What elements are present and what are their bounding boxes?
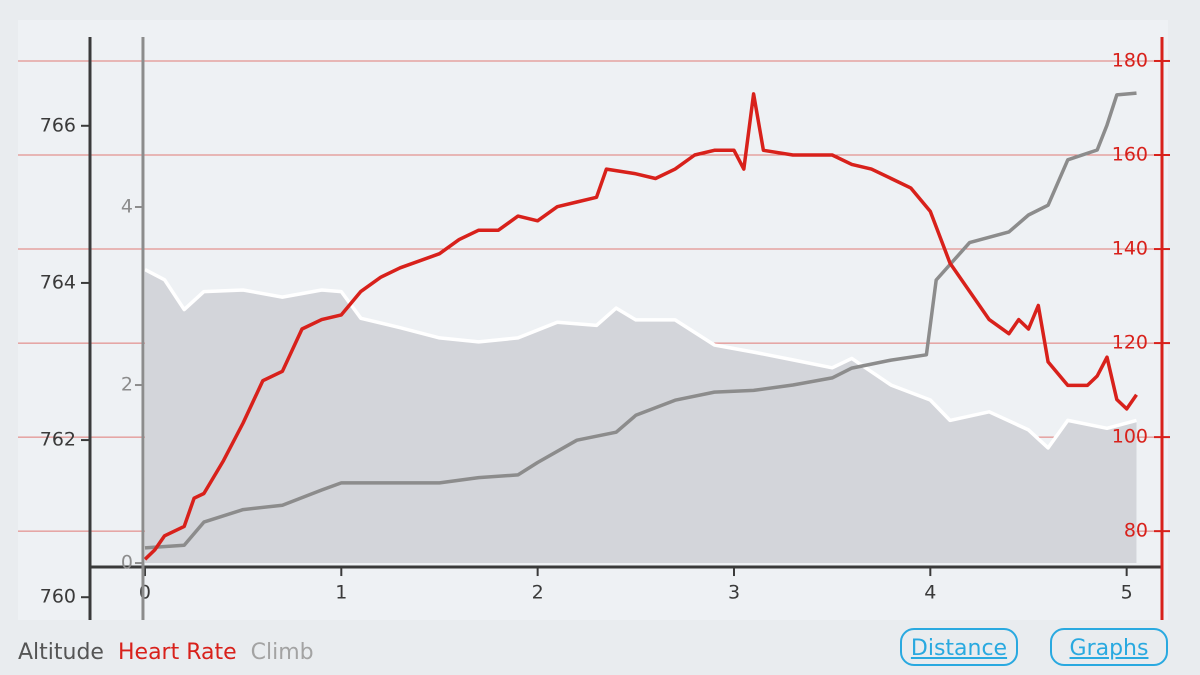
x-tick-label: 2	[532, 582, 544, 604]
area	[144, 269, 1137, 564]
chart: 0 1 2 3 4 5 760 762 764 766 0 2 4 80 100 120 140 160 180	[18, 37, 1170, 620]
legend: Altitude Heart Rate Climb	[18, 640, 328, 665]
y2-tick-label: 0	[121, 552, 133, 574]
y-tick-label: 762	[40, 429, 76, 451]
legend-entry: Climb	[250, 640, 314, 665]
distance-button[interactable]: Distance	[900, 628, 1018, 666]
y-tick-label: 766	[40, 114, 76, 136]
x-tick-label: 4	[924, 582, 936, 604]
legend-entry: Heart Rate	[117, 640, 237, 665]
x-tick-label: 1	[335, 582, 347, 604]
graphs-button[interactable]: Graphs	[1050, 628, 1168, 666]
y3-tick-label: 140	[1112, 238, 1148, 260]
line	[144, 91, 1137, 550]
x-tick-label: 5	[1121, 582, 1133, 604]
x-tick-label: 0	[139, 582, 151, 604]
line	[143, 92, 1138, 561]
y3-tick-label: 160	[1112, 144, 1148, 166]
y3-tick-label: 80	[1124, 520, 1148, 542]
y3-tick-label: 120	[1112, 332, 1148, 354]
x-tick-label: 3	[728, 582, 740, 604]
y2-tick-label: 4	[121, 196, 133, 218]
legend-entry: Altitude	[18, 640, 104, 665]
y-tick-label: 760	[40, 586, 76, 608]
y3-tick-label: 180	[1112, 49, 1148, 71]
y-tick-label: 764	[40, 271, 76, 293]
y3-tick-label: 100	[1112, 426, 1148, 448]
y2-tick-label: 2	[121, 374, 133, 396]
line	[144, 268, 1137, 450]
